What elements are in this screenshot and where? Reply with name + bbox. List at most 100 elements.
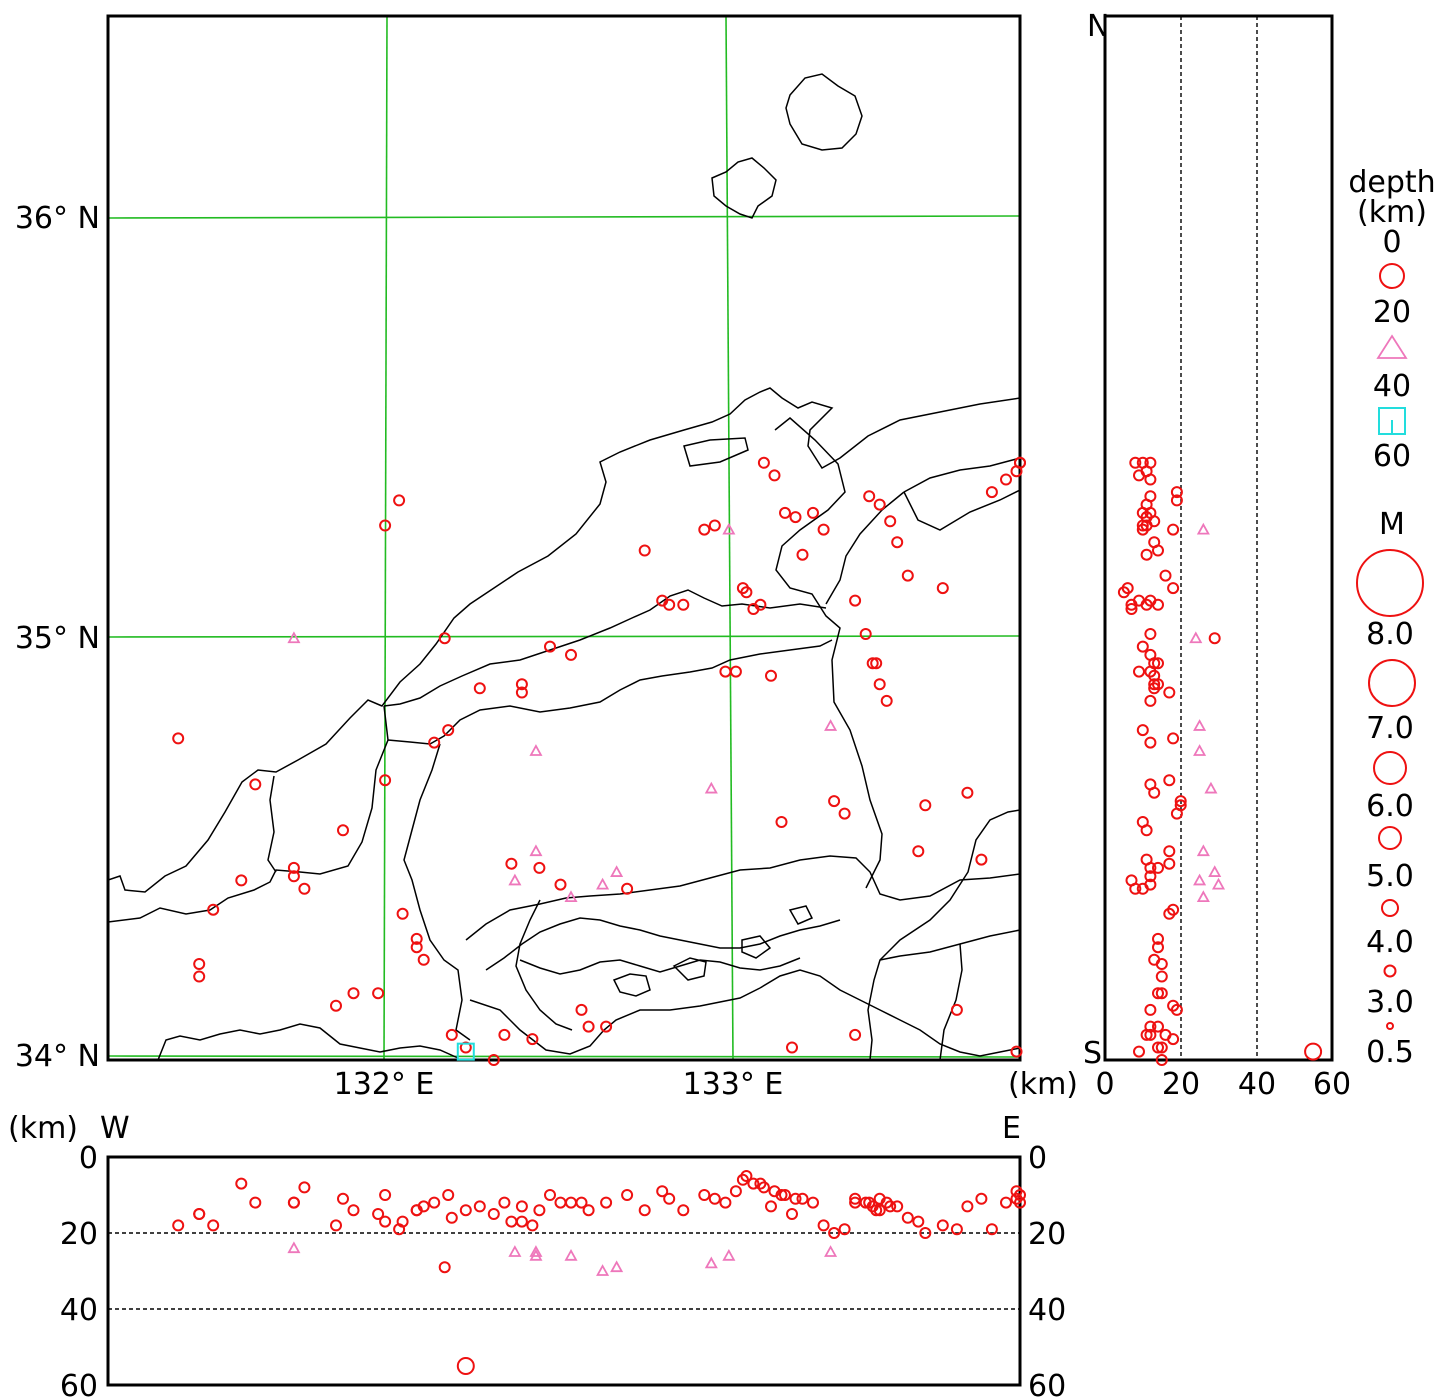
epicenter-marker (779, 506, 791, 519)
epicenter-marker (445, 1028, 458, 1041)
ew-hypocenter-marker (740, 1170, 753, 1182)
epicenter-marker (249, 778, 262, 791)
lon-label-133: 133° E (683, 1067, 784, 1102)
ew-hypocenter-marker (638, 1204, 651, 1217)
epicenter-marker (891, 536, 904, 549)
ew-hypocenter-marker (235, 1177, 248, 1190)
legend-depth-60: 60 (1373, 439, 1411, 474)
epicenter-marker (554, 878, 567, 891)
ns-hypocenter-marker (1144, 1028, 1157, 1041)
ew-hypocenter-marker (765, 1200, 777, 1213)
ew-hypocenter-marker (564, 1248, 578, 1261)
epicenter-marker (396, 907, 409, 920)
ew-hypocenter-marker (754, 1177, 767, 1190)
ew-hypocenter-marker (193, 1208, 206, 1220)
ns-hypocenter-marker (1155, 970, 1168, 983)
epicenter-marker (207, 903, 220, 916)
epicenter-marker (740, 586, 753, 599)
epicenter-marker (863, 490, 876, 503)
mag-7-circle-icon (1368, 659, 1416, 707)
ew-hypocenter-marker (698, 1189, 711, 1201)
epicenter-marker (912, 845, 925, 858)
ns-hypocenter-marker (1196, 890, 1210, 903)
epicenter-marker (866, 657, 879, 670)
ns-hypocenter-marker (1148, 536, 1161, 549)
epicenter-marker (410, 932, 423, 945)
epicenter-marker (901, 569, 914, 582)
epicenter-marker (722, 522, 736, 535)
legend-depth-40: 40 (1373, 369, 1411, 404)
legend-mag-4: 4.0 (1366, 925, 1414, 960)
ns-hypocenter-marker (1167, 523, 1180, 536)
ew-hypocenter-marker (747, 1177, 760, 1190)
ns-hypocenter-marker (1152, 987, 1164, 1000)
epicenter-marker (287, 631, 301, 644)
ew-left-tick-0: 0 (79, 1141, 98, 1176)
epicenter-marker (544, 640, 556, 653)
mag-4-circle-icon (1381, 899, 1399, 917)
ew-hypocenter-marker (544, 1189, 556, 1201)
ns-hypocenter-marker (1170, 486, 1183, 499)
ns-section-hypocenters (1117, 456, 1323, 1066)
epicenter-marker (775, 816, 788, 828)
legend-mag-0-5: 0.5 (1366, 1035, 1414, 1070)
ns-hypocenter-marker (1155, 1041, 1168, 1054)
ew-hypocenter-marker (533, 1204, 546, 1217)
epicenter-marker (765, 669, 777, 682)
epicenter-marker (235, 874, 248, 887)
map-frame (106, 14, 1022, 1062)
epicenter-marker (621, 882, 634, 895)
ew-hypocenter-marker (985, 1223, 998, 1236)
legend-depth-title: depth (1348, 165, 1435, 200)
epicenter-marker (459, 1041, 472, 1054)
legend-mag-5: 5.0 (1366, 859, 1414, 894)
ns-hypocenter-marker (1163, 774, 1176, 787)
lat-label-36: 36° N (15, 201, 100, 236)
ns-hypocenter-marker (1148, 657, 1161, 670)
ew-hypocenter-marker (456, 1357, 475, 1375)
ns-hypocenter-marker (1144, 694, 1157, 707)
ew-hypocenter-marker (950, 1223, 963, 1236)
mag-8-circle-icon (1356, 549, 1424, 617)
ns-hypocenter-marker (1155, 1054, 1168, 1066)
ns-tick-20: 20 (1162, 1067, 1200, 1102)
epicenter-marker (582, 1020, 595, 1033)
ew-hypocenter-marker (736, 1173, 749, 1186)
ew-hypocenter-marker (849, 1192, 862, 1205)
epicenter-marker (172, 732, 185, 745)
ns-hypocenter-marker (1152, 1041, 1164, 1054)
ew-hypocenter-marker (807, 1196, 819, 1209)
ew-hypocenter-marker (663, 1192, 676, 1205)
mag-6-circle-icon (1373, 751, 1407, 785)
ns-hypocenter-marker (1208, 865, 1222, 877)
ew-hypocenter-marker (287, 1196, 300, 1209)
epicenter-marker (600, 1020, 613, 1033)
ew-hypocenter-marker (1010, 1192, 1023, 1205)
ew-hypocenter-marker (337, 1192, 349, 1205)
epicenter-marker (698, 523, 711, 536)
ns-hypocenter-marker (1193, 719, 1207, 731)
ns-hypocenter-marker (1170, 494, 1183, 507)
ew-hypocenter-marker (498, 1196, 511, 1209)
ew-hypocenter-marker (473, 1200, 486, 1213)
ew-hypocenter-marker (1014, 1196, 1026, 1209)
ew-hypocenter-marker (396, 1215, 409, 1228)
lat-label-35: 35° N (15, 621, 100, 656)
mag-0-5-circle-icon (1386, 1022, 1394, 1030)
ew-hypocenter-marker (828, 1227, 841, 1239)
epicenter-marker (1010, 1045, 1023, 1058)
epicenter-marker (824, 719, 838, 731)
ns-hypocenter-marker (1129, 882, 1142, 895)
epicenter-marker (393, 494, 406, 507)
ew-hypocenter-marker (880, 1196, 893, 1209)
epicenter-marker (870, 657, 883, 670)
epicenter-marker (807, 506, 819, 519)
ew-hypocenter-marker (719, 1196, 732, 1209)
epicenter-marker (379, 774, 392, 787)
ns-hypocenter-marker (1163, 857, 1176, 870)
epicenter-marker (498, 1028, 511, 1041)
ns-hypocenter-marker (1152, 678, 1164, 691)
epicenter-marker (193, 958, 206, 970)
ew-left-tick-20: 20 (60, 1217, 98, 1252)
epicenter-marker (757, 456, 770, 469)
